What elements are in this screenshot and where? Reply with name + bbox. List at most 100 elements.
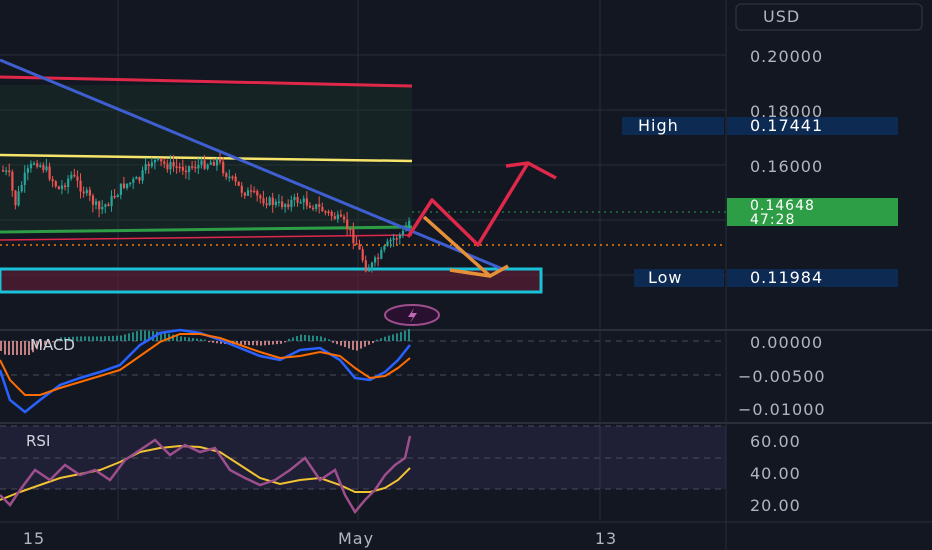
candle[interactable] xyxy=(327,211,330,214)
candle[interactable] xyxy=(290,199,293,208)
candle[interactable] xyxy=(222,161,225,174)
candle[interactable] xyxy=(85,189,88,194)
candle[interactable] xyxy=(57,186,60,190)
candle[interactable] xyxy=(259,195,262,199)
candle[interactable] xyxy=(355,243,358,245)
candle[interactable] xyxy=(17,191,20,206)
bullish-projection-path[interactable] xyxy=(406,162,530,247)
candle[interactable] xyxy=(253,190,256,193)
candle[interactable] xyxy=(287,204,290,208)
candle[interactable] xyxy=(312,207,315,210)
candle[interactable] xyxy=(324,211,327,213)
candle[interactable] xyxy=(163,161,166,164)
candle[interactable] xyxy=(265,203,268,206)
candle[interactable] xyxy=(160,158,163,162)
candle[interactable] xyxy=(54,181,57,187)
candle[interactable] xyxy=(358,244,361,250)
candles[interactable] xyxy=(2,153,411,273)
candle[interactable] xyxy=(26,168,29,173)
candle[interactable] xyxy=(256,191,259,196)
candle[interactable] xyxy=(70,174,73,179)
candle[interactable] xyxy=(370,262,374,271)
candle[interactable] xyxy=(104,204,107,207)
candle[interactable] xyxy=(225,173,228,178)
candle[interactable] xyxy=(119,183,122,195)
candle[interactable] xyxy=(339,214,343,217)
candle[interactable] xyxy=(39,165,42,167)
candle[interactable] xyxy=(299,202,302,204)
candle[interactable] xyxy=(200,160,203,165)
candle[interactable] xyxy=(302,198,305,203)
candle[interactable] xyxy=(95,201,98,205)
candle[interactable] xyxy=(88,189,91,196)
candle[interactable] xyxy=(144,164,147,171)
candle[interactable] xyxy=(284,204,287,208)
candle[interactable] xyxy=(2,170,5,172)
candle[interactable] xyxy=(206,164,209,169)
candle[interactable] xyxy=(321,206,324,212)
macd-signal-line[interactable] xyxy=(0,333,411,396)
candle[interactable] xyxy=(296,196,299,203)
candle[interactable] xyxy=(203,160,206,169)
yellow-level-line[interactable] xyxy=(0,153,413,163)
candle[interactable] xyxy=(51,179,54,182)
candle[interactable] xyxy=(48,166,51,180)
candle[interactable] xyxy=(138,177,141,181)
candle[interactable] xyxy=(107,204,110,207)
time-axis[interactable]: 15 May 13 xyxy=(0,521,932,548)
candle[interactable] xyxy=(67,178,70,188)
candle[interactable] xyxy=(212,162,215,166)
price-axis[interactable]: USD 0.20000 0.18000 0.16000 High 0.17441… xyxy=(622,3,923,515)
candle[interactable] xyxy=(336,214,339,220)
currency-selector[interactable] xyxy=(735,3,923,31)
candle[interactable] xyxy=(178,166,181,169)
candle[interactable] xyxy=(20,184,23,192)
candle[interactable] xyxy=(240,185,243,193)
candle[interactable] xyxy=(110,195,113,207)
candle[interactable] xyxy=(209,162,212,165)
candle[interactable] xyxy=(64,185,67,188)
candle[interactable] xyxy=(8,170,11,173)
green-level-line[interactable] xyxy=(0,225,413,234)
candle[interactable] xyxy=(113,195,116,198)
candle[interactable] xyxy=(132,179,135,183)
rsi-moving-average[interactable] xyxy=(0,444,411,501)
candle[interactable] xyxy=(318,204,321,207)
candle[interactable] xyxy=(153,159,157,163)
candle[interactable] xyxy=(398,234,401,239)
candle[interactable] xyxy=(219,158,222,162)
candle[interactable] xyxy=(60,185,64,190)
candle[interactable] xyxy=(293,196,296,200)
candle[interactable] xyxy=(11,171,14,191)
candle[interactable] xyxy=(157,158,160,160)
candle[interactable] xyxy=(76,176,79,181)
candle[interactable] xyxy=(23,172,26,185)
candle[interactable] xyxy=(346,219,349,229)
support-zone[interactable] xyxy=(0,267,543,294)
candle[interactable] xyxy=(135,177,138,180)
candle[interactable] xyxy=(352,229,355,244)
candle[interactable] xyxy=(364,260,367,272)
candle[interactable] xyxy=(386,241,389,247)
candle[interactable] xyxy=(126,183,129,189)
candle[interactable] xyxy=(91,195,95,205)
candle[interactable] xyxy=(36,163,39,167)
candle[interactable] xyxy=(101,206,104,210)
candle[interactable] xyxy=(79,180,82,192)
bearish-projection-path[interactable] xyxy=(422,215,492,278)
candle[interactable] xyxy=(389,239,392,242)
candle[interactable] xyxy=(45,166,48,171)
candle[interactable] xyxy=(197,164,200,169)
resistance-red-line[interactable] xyxy=(0,75,413,88)
candle[interactable] xyxy=(343,216,346,220)
candle[interactable] xyxy=(234,176,237,182)
candle[interactable] xyxy=(408,220,411,229)
rsi-line[interactable] xyxy=(0,435,412,515)
candle[interactable] xyxy=(349,228,352,231)
candle[interactable] xyxy=(330,211,333,217)
lightning-icon[interactable] xyxy=(384,304,440,326)
candle[interactable] xyxy=(150,162,153,167)
candle[interactable] xyxy=(5,170,8,173)
candle[interactable] xyxy=(215,158,219,166)
candle[interactable] xyxy=(361,249,364,261)
